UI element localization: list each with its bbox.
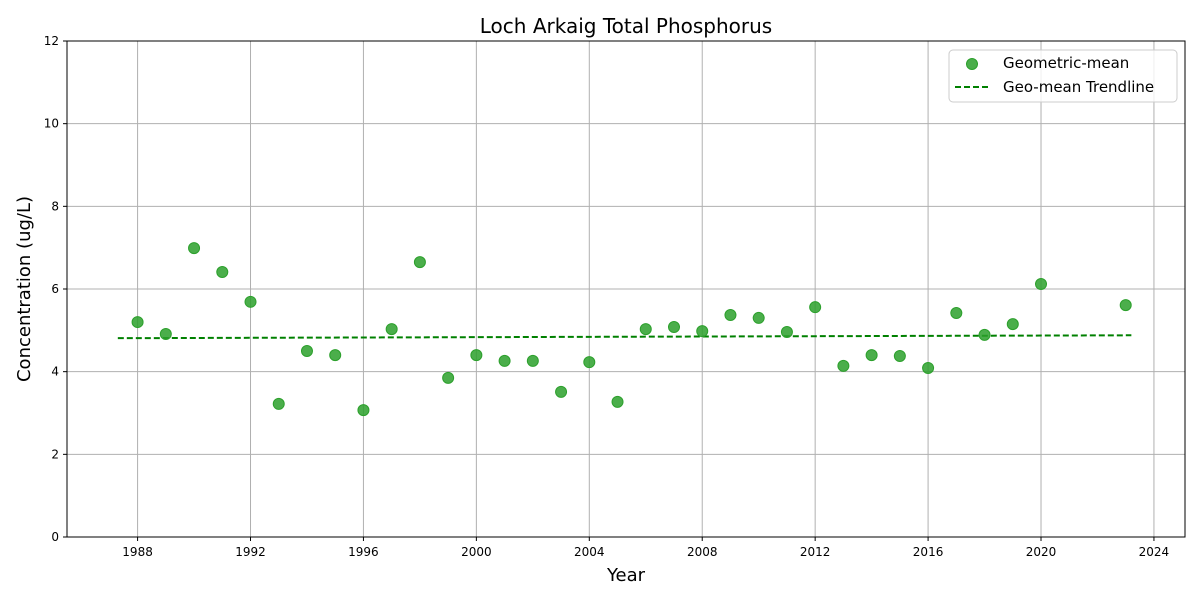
- data-point: [611, 395, 624, 408]
- data-point: [442, 371, 455, 384]
- legend: Geometric-mean Geo-mean Trendline: [948, 49, 1178, 103]
- legend-label-trendline: Geo-mean Trendline: [1003, 78, 1154, 96]
- trendline: [117, 334, 1132, 340]
- data-point: [244, 295, 257, 308]
- data-point: [583, 356, 596, 369]
- x-tick-label: 2008: [687, 545, 718, 559]
- y-tick-label: 12: [44, 34, 59, 48]
- x-tick-label: 2024: [1139, 545, 1170, 559]
- data-point: [188, 242, 201, 255]
- x-tick-label: 1988: [122, 545, 153, 559]
- data-point: [526, 354, 539, 367]
- y-tick-label: 4: [51, 365, 59, 379]
- legend-label-scatter: Geometric-mean: [1003, 54, 1129, 72]
- trendline-path: [117, 334, 1132, 340]
- data-point: [216, 266, 229, 279]
- data-point: [752, 311, 765, 324]
- data-point: [1119, 299, 1132, 312]
- grid-lines: [67, 40, 1185, 538]
- data-point: [780, 325, 793, 338]
- data-point: [357, 404, 370, 417]
- x-tick-label: 2000: [461, 545, 492, 559]
- x-tick-label: 2012: [800, 545, 831, 559]
- data-point: [413, 256, 426, 269]
- y-tick-label: 6: [51, 282, 59, 296]
- legend-box: [948, 49, 1178, 103]
- x-tick-label: 1992: [235, 545, 266, 559]
- data-point: [329, 349, 342, 362]
- x-axis-ticks: 1988 1992 1996 2000 2004 2008 2012 2016 2020 2024: [122, 537, 1169, 559]
- data-point: [865, 349, 878, 362]
- data-points: [131, 242, 1132, 417]
- data-point: [809, 301, 822, 314]
- data-point: [470, 349, 483, 362]
- data-point: [922, 361, 935, 374]
- data-point: [272, 397, 285, 410]
- data-point: [300, 345, 313, 357]
- data-point: [696, 325, 709, 338]
- y-tick-label: 0: [51, 530, 59, 544]
- data-point: [978, 328, 991, 341]
- x-tick-label: 1996: [348, 545, 379, 559]
- data-point: [837, 359, 850, 372]
- y-tick-label: 2: [51, 447, 59, 461]
- data-point: [667, 321, 680, 334]
- data-point: [555, 385, 568, 398]
- data-point: [639, 323, 652, 336]
- y-tick-label: 10: [44, 117, 59, 131]
- data-point: [1006, 318, 1019, 331]
- legend-marker-scatter: [966, 58, 978, 70]
- chart-title: Loch Arkaig Total Phosphorus: [480, 14, 772, 38]
- data-point: [131, 316, 144, 329]
- x-axis-label: Year: [606, 565, 646, 586]
- x-tick-label: 2020: [1026, 545, 1057, 559]
- y-axis-ticks: 0 2 4 6 8 10 12: [44, 34, 67, 544]
- data-point: [498, 354, 511, 367]
- data-point: [950, 306, 963, 319]
- y-tick-label: 8: [51, 199, 59, 213]
- data-point: [159, 328, 172, 341]
- data-point: [385, 323, 398, 336]
- data-point: [724, 309, 737, 322]
- data-point: [893, 349, 906, 362]
- data-point: [1035, 278, 1048, 291]
- x-tick-label: 2004: [574, 545, 605, 559]
- y-axis-label: Concentration (ug/L): [14, 196, 35, 382]
- x-tick-label: 2016: [913, 545, 944, 559]
